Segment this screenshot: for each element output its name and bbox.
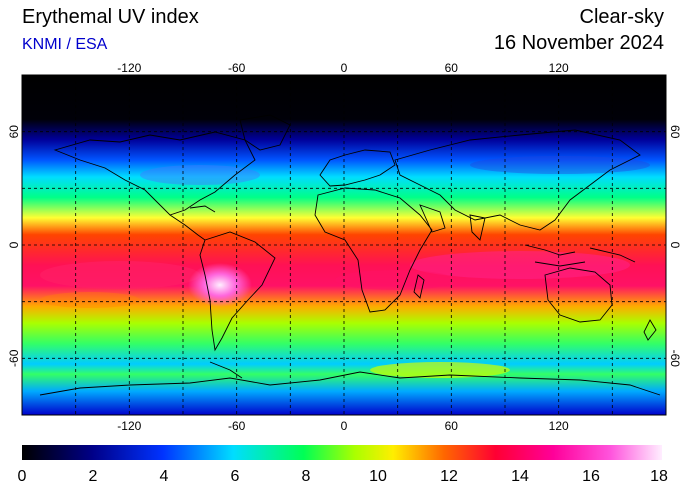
lon-label-top: 120	[549, 61, 569, 75]
lat-label-right: 0	[668, 242, 682, 249]
colorbar-label: 0	[18, 468, 27, 485]
lon-label-bottom: 120	[549, 419, 569, 433]
colorbar-labels: 0 2 4 6 8 10 12 14 16 18	[18, 468, 668, 485]
lon-label-top: 60	[445, 61, 459, 75]
source-label: KNMI / ESA	[22, 36, 108, 53]
colorbar-label: 14	[511, 468, 529, 485]
colorbar-label: 18	[650, 468, 668, 485]
colorbar-label: 16	[582, 468, 600, 485]
coastlines	[39, 114, 661, 396]
lat-label-right: -60	[668, 350, 682, 368]
lat-label-left: 0	[7, 241, 21, 248]
colorbar-label: 4	[160, 468, 169, 485]
lat-label-left: 60	[7, 125, 21, 139]
lon-label-top: -120	[117, 61, 141, 75]
lon-label-bottom: 0	[341, 419, 348, 433]
date-label: 16 November 2024	[493, 32, 664, 54]
colorbar-label: 12	[440, 468, 458, 485]
lat-label-left: -60	[7, 349, 21, 367]
graticule-minor	[75, 75, 613, 415]
lon-label-top: -60	[228, 61, 246, 75]
colorbar-label: 2	[89, 468, 98, 485]
colorbar-label: 8	[302, 468, 311, 485]
lon-label-bottom: -60	[228, 419, 246, 433]
graticule	[22, 75, 666, 415]
map-title: Erythemal UV index	[22, 6, 199, 28]
lon-label-top: 0	[341, 61, 348, 75]
map-frame	[21, 74, 667, 416]
lon-label-bottom: 60	[445, 419, 459, 433]
colorbar-label: 10	[369, 468, 387, 485]
condition-label: Clear-sky	[579, 6, 664, 28]
lon-label-bottom: -120	[117, 419, 141, 433]
lat-label-right: 60	[668, 125, 682, 139]
colorbar-label: 6	[231, 468, 240, 485]
colorbar	[22, 445, 662, 460]
